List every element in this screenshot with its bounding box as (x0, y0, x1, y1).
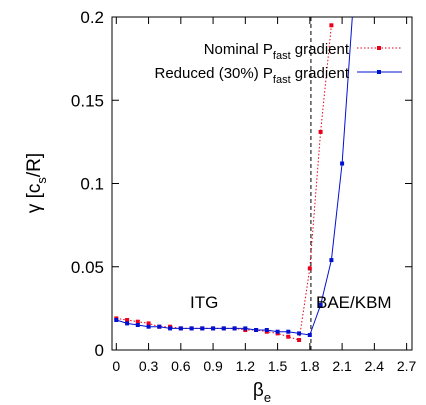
y-tick-label: 0.05 (71, 258, 104, 277)
series-layer (114, 7, 355, 342)
data-point (135, 323, 140, 327)
data-point (221, 326, 226, 331)
y-tick-label: 0.1 (80, 175, 104, 194)
annotation-bae-kbm: BAE/KBM (316, 293, 392, 312)
x-tick-label: 0.9 (203, 358, 223, 374)
data-point (243, 326, 248, 331)
data-point (307, 266, 312, 271)
data-point (178, 326, 183, 331)
legend-entry-label: Nominal Pfast gradient (204, 41, 350, 62)
x-tick-label: 0 (112, 358, 120, 374)
annotation-itg: ITG (190, 293, 218, 312)
data-point (351, 7, 355, 11)
y-tick-label: 0 (95, 341, 104, 360)
data-point (329, 258, 334, 263)
legend-marker (377, 46, 381, 50)
data-point (286, 334, 291, 339)
tick-labels: 0 0.3 0.6 0.9 1.2 1.5 1.8 2.1 2.4 2.7 0 0.05 0.1 0.15… (71, 8, 417, 374)
data-point (254, 328, 259, 332)
data-point (211, 326, 216, 331)
data-point (146, 321, 151, 326)
x-tick-label: 1.2 (236, 358, 256, 374)
legend-marker (377, 70, 381, 74)
x-tick-label: 0.6 (171, 358, 191, 374)
x-tick-label: 1.8 (300, 358, 320, 374)
x-tick-label: 0.3 (139, 358, 159, 374)
data-point (200, 326, 205, 331)
data-point (189, 326, 194, 331)
x-tick-label: 2.1 (332, 358, 352, 374)
y-tick-label: 0.2 (80, 8, 104, 27)
data-point (114, 318, 119, 322)
data-point (318, 303, 323, 307)
legend: Nominal Pfast gradient Reduced (30%) Pfa… (154, 41, 402, 86)
data-point (297, 331, 302, 336)
data-point (275, 329, 280, 334)
data-point (286, 329, 291, 334)
data-point (307, 333, 312, 337)
data-point (340, 161, 345, 166)
data-point (329, 23, 334, 28)
y-tick-label: 0.15 (71, 91, 104, 110)
x-tick-label: 2.7 (397, 358, 417, 374)
data-point (318, 129, 323, 134)
data-point (264, 328, 269, 332)
x-tick-label: 2.4 (365, 358, 385, 374)
data-point (168, 326, 173, 331)
data-point (146, 324, 151, 329)
y-axis-label: γ [cs/R] (24, 153, 49, 213)
legend-entry-label: Reduced (30%) Pfast gradient (154, 65, 349, 86)
data-point (135, 319, 140, 324)
data-point (125, 321, 130, 326)
data-point (125, 318, 130, 322)
data-point (297, 338, 302, 342)
data-point (232, 326, 237, 331)
ticks (112, 16, 412, 351)
x-tick-label: 1.5 (268, 358, 288, 374)
x-axis-label: βe (253, 380, 271, 405)
data-point (157, 324, 162, 329)
